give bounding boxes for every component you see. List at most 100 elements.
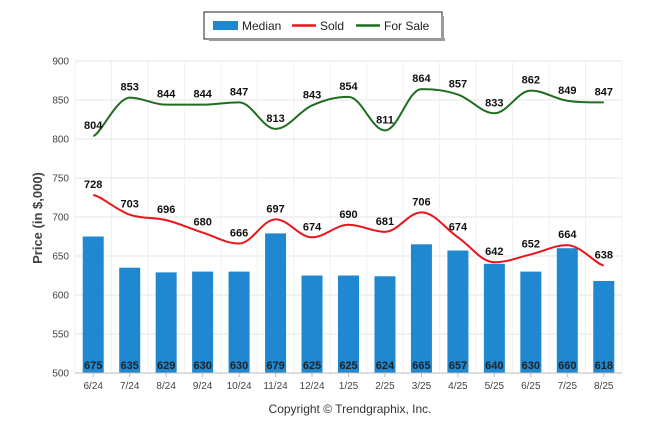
sold-value-label: 696: [157, 204, 175, 216]
bar-median: [338, 275, 359, 373]
y-tick-label: 550: [52, 330, 69, 341]
sold-value-label: 674: [303, 221, 322, 233]
bar-value-label: 660: [558, 360, 576, 372]
x-tick-label: 7/24: [120, 381, 140, 392]
for-sale-value-label: 833: [485, 97, 503, 109]
y-tick-label: 900: [52, 57, 69, 68]
y-tick-label: 750: [52, 174, 69, 185]
bar-median: [556, 248, 578, 373]
legend-median-swatch: [213, 21, 238, 30]
sold-value-label: 642: [485, 246, 503, 258]
bar-median: [483, 263, 505, 373]
for-sale-value-label: 853: [121, 82, 139, 94]
for-sale-value-label: 843: [303, 89, 321, 101]
sold-value-label: 690: [339, 209, 357, 221]
for-sale-line: [92, 88, 604, 137]
sold-value-label: 697: [266, 203, 284, 215]
bar-value-label: 618: [595, 360, 613, 372]
for-sale-value-label: 811: [376, 114, 394, 126]
bar-value-label: 665: [412, 360, 430, 372]
sold-value-label: 703: [121, 199, 139, 211]
bar-median: [410, 244, 432, 373]
bar-median: [119, 267, 141, 373]
line-layer: [92, 88, 605, 267]
copyright-text: Copyright © Trendgraphix, Inc.: [269, 402, 432, 416]
x-tick-label: 8/25: [594, 381, 614, 392]
legend: Median Sold For Sale: [203, 11, 445, 41]
y-tick-label: 500: [52, 369, 69, 380]
bar-median: [301, 275, 323, 373]
for-sale-value-label: 813: [266, 113, 284, 125]
for-sale-value-label: 844: [157, 89, 176, 101]
y-axis-title: Price (in $,000): [30, 172, 45, 264]
bar-value-label: 630: [522, 360, 540, 372]
legend-shadow-side: [441, 16, 444, 41]
bar-value-label: 624: [376, 360, 395, 372]
x-tick-label: 1/25: [339, 381, 359, 392]
axis-layer: 500 550 600 650 700 750 800 850 900 6/24 7/24 8/24 9…: [52, 57, 622, 392]
x-tick-label: 8/24: [156, 381, 176, 392]
bar-median: [374, 276, 396, 373]
bar-value-label: 625: [303, 360, 321, 372]
sold-value-label: 666: [230, 228, 248, 240]
y-tick-label: 700: [52, 213, 69, 224]
bar-value-label: 640: [485, 360, 503, 372]
bar-median: [228, 271, 250, 373]
sold-line: [93, 194, 605, 267]
bar-value-label: 630: [193, 360, 211, 372]
legend-median-label: Median: [242, 19, 281, 33]
sold-value-label: 681: [376, 216, 394, 228]
bar-value-label: 625: [339, 360, 357, 372]
for-sale-value-label: 864: [412, 73, 431, 85]
x-tick-label: 7/25: [558, 381, 578, 392]
sold-value-label: 680: [193, 217, 211, 229]
bar-median: [447, 250, 469, 373]
legend-shadow: [209, 38, 445, 41]
sold-value-label: 728: [84, 179, 102, 191]
bar-value-label: 635: [121, 360, 139, 372]
legend-forsale-label: For Sale: [384, 19, 430, 33]
sold-value-label: 652: [522, 238, 540, 250]
sold-value-label: 664: [558, 229, 577, 241]
for-sale-value-label: 804: [84, 120, 103, 132]
for-sale-value-label: 847: [230, 86, 248, 98]
x-tick-label: 6/24: [83, 381, 103, 392]
sold-value-label: 638: [595, 249, 613, 261]
bar-value-label: 657: [449, 360, 467, 372]
bar-layer: [82, 233, 615, 373]
bar-median: [520, 271, 542, 373]
bar-median: [82, 236, 104, 373]
x-tick-label: 11/24: [263, 381, 288, 392]
bar-median: [155, 272, 177, 373]
for-sale-value-label: 862: [522, 75, 540, 87]
bar-value-label: 675: [84, 360, 102, 372]
y-tick-label: 850: [52, 96, 69, 107]
y-tick-label: 650: [52, 252, 69, 263]
bar-value-label: 630: [230, 360, 248, 372]
sold-value-label: 674: [449, 221, 468, 233]
bar-median: [593, 280, 615, 373]
for-sale-value-label: 847: [595, 86, 613, 98]
x-tick-label: 4/25: [448, 381, 468, 392]
label-layer: 675 635 629 630 630 679 625 625 624 665 657 640 630 6…: [84, 73, 613, 372]
x-tick-label: 3/25: [412, 381, 432, 392]
x-tick-label: 5/25: [485, 381, 505, 392]
bar-value-label: 629: [157, 360, 175, 372]
for-sale-value-label: 844: [193, 89, 212, 101]
x-tick-label: 2/25: [375, 381, 395, 392]
grid-layer: [74, 60, 623, 374]
legend-sold-label: Sold: [320, 19, 344, 33]
for-sale-value-label: 857: [449, 79, 467, 91]
legend-box: [203, 11, 443, 40]
y-tick-label: 800: [52, 135, 69, 146]
sold-value-label: 706: [412, 196, 430, 208]
for-sale-value-label: 854: [339, 81, 358, 93]
x-tick-label: 10/24: [227, 381, 252, 392]
bar-median: [265, 233, 287, 373]
bar-value-label: 679: [266, 360, 284, 372]
x-tick-label: 12/24: [300, 381, 325, 392]
bar-median: [192, 271, 214, 373]
x-tick-label: 6/25: [521, 381, 541, 392]
